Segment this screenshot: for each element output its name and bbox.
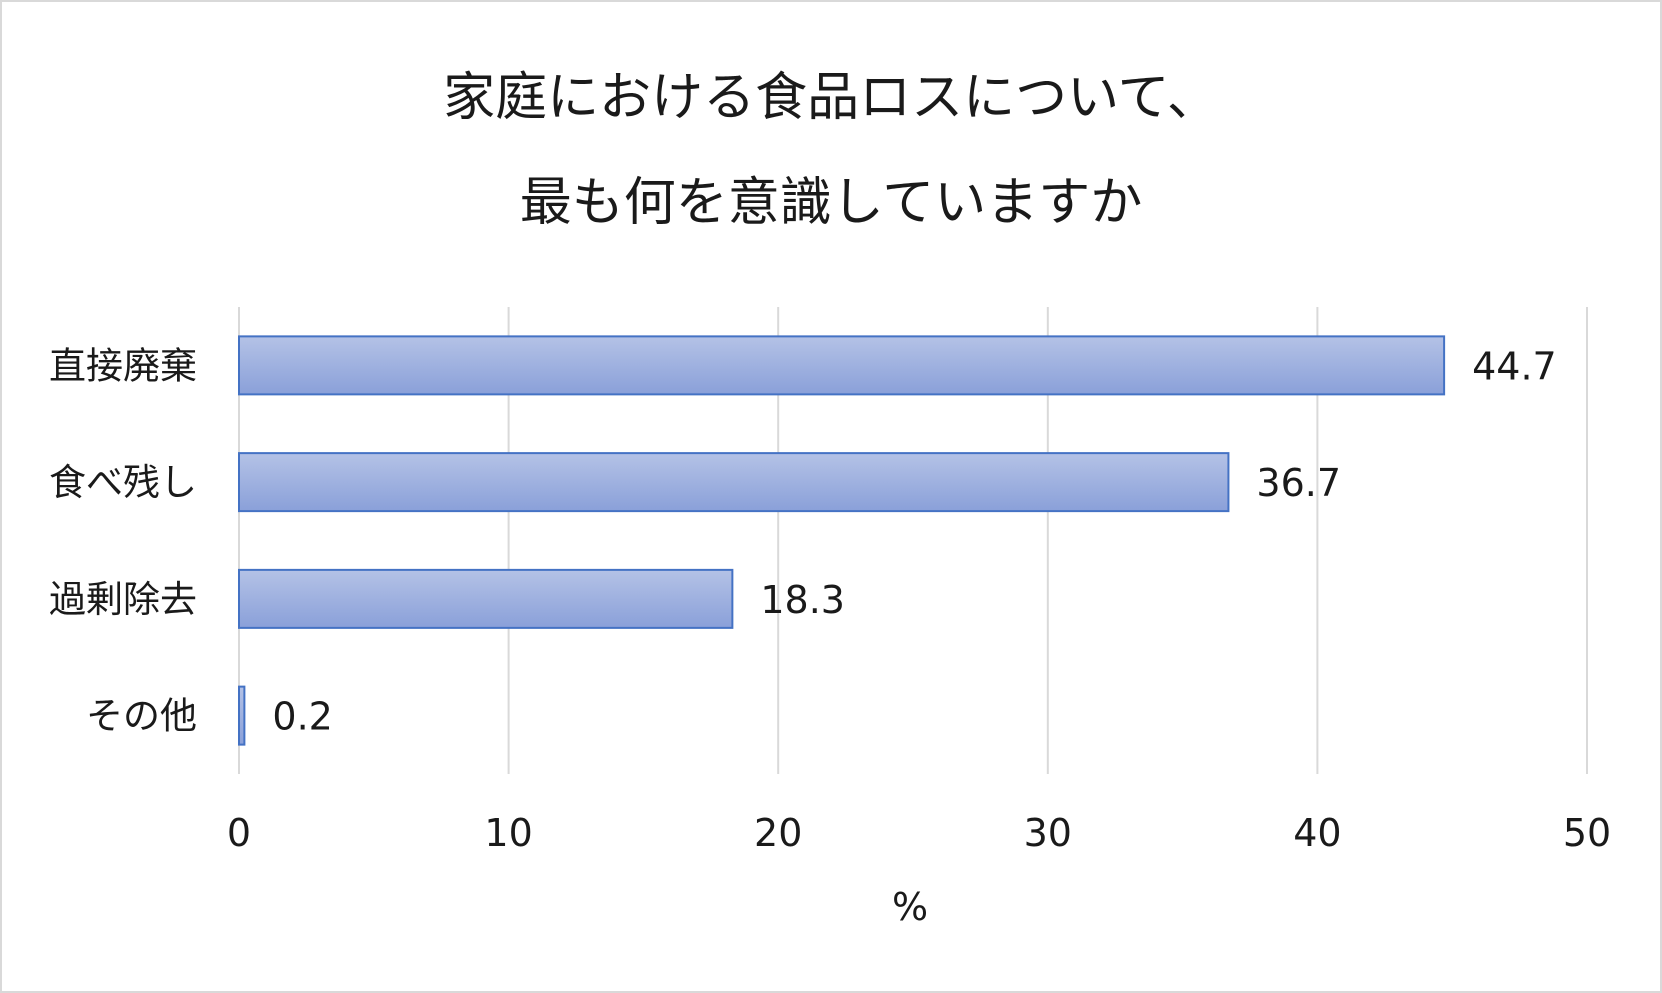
category-label-0: 直接廃棄 xyxy=(49,344,197,387)
data-label-2: 18.3 xyxy=(760,578,845,622)
x-tick-label-10: 10 xyxy=(484,811,532,855)
bar-2 xyxy=(238,568,734,629)
chart-title-line-1: 家庭における食品ロスについて、 xyxy=(443,68,1219,128)
chart-title-line-2: 最も何を意識していますか xyxy=(520,173,1142,233)
x-tick-labels: 0 10 20 30 40 50 xyxy=(227,811,1611,855)
bars xyxy=(238,335,1446,746)
category-label-2: 過剰除去 xyxy=(49,578,197,621)
category-label-1: 食べ残し xyxy=(49,461,197,504)
bar-0 xyxy=(238,335,1446,396)
x-tick-label-0: 0 xyxy=(227,811,251,855)
category-label-3: その他 xyxy=(86,695,197,738)
data-label-3: 0.2 xyxy=(272,695,332,739)
x-axis-title: % xyxy=(892,885,928,929)
data-label-0: 44.7 xyxy=(1472,344,1557,388)
data-labels: 44.7 36.7 18.3 0.2 xyxy=(272,344,1556,738)
x-tick-label-30: 30 xyxy=(1024,811,1072,855)
bar-3 xyxy=(238,685,246,746)
data-label-1: 36.7 xyxy=(1256,461,1341,505)
x-tick-label-40: 40 xyxy=(1293,811,1341,855)
x-tick-label-50: 50 xyxy=(1563,811,1611,855)
bar-1 xyxy=(238,452,1230,513)
x-tick-label-20: 20 xyxy=(754,811,802,855)
